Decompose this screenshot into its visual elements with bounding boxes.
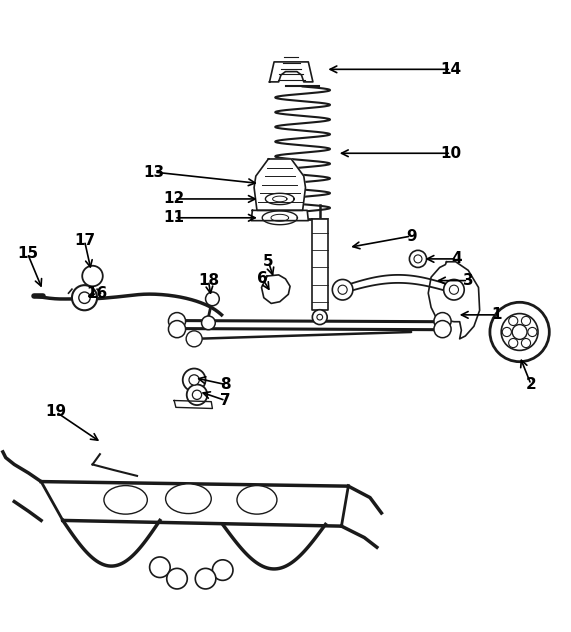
Text: 15: 15 — [17, 246, 38, 260]
Circle shape — [528, 327, 537, 337]
Circle shape — [82, 265, 103, 286]
Circle shape — [195, 568, 216, 589]
Circle shape — [521, 317, 530, 325]
Circle shape — [168, 320, 186, 337]
Polygon shape — [262, 211, 297, 225]
Circle shape — [72, 285, 97, 310]
Circle shape — [521, 339, 530, 348]
Polygon shape — [174, 401, 212, 408]
Text: 2: 2 — [526, 377, 536, 392]
Circle shape — [192, 390, 202, 399]
Polygon shape — [343, 275, 454, 293]
Circle shape — [501, 313, 538, 350]
Circle shape — [312, 310, 327, 325]
Circle shape — [167, 568, 187, 589]
Polygon shape — [266, 193, 294, 205]
Circle shape — [409, 250, 427, 267]
Polygon shape — [254, 159, 305, 210]
Polygon shape — [251, 210, 308, 221]
Text: 1: 1 — [492, 307, 502, 322]
Circle shape — [490, 302, 549, 362]
Text: 11: 11 — [164, 210, 184, 225]
Text: 14: 14 — [441, 62, 461, 77]
Text: 10: 10 — [441, 146, 461, 161]
Ellipse shape — [166, 484, 211, 514]
Circle shape — [186, 331, 202, 347]
Circle shape — [502, 327, 512, 337]
Text: 12: 12 — [163, 191, 185, 207]
Polygon shape — [428, 262, 480, 339]
Text: 7: 7 — [220, 393, 231, 408]
Circle shape — [512, 325, 527, 339]
Text: 16: 16 — [86, 286, 108, 301]
Text: 4: 4 — [452, 252, 462, 267]
Circle shape — [189, 375, 199, 385]
Circle shape — [206, 292, 219, 306]
Text: 5: 5 — [263, 254, 274, 269]
Polygon shape — [270, 62, 313, 82]
Text: 19: 19 — [46, 404, 66, 420]
Circle shape — [168, 313, 186, 330]
Circle shape — [79, 292, 90, 303]
Circle shape — [202, 316, 215, 330]
Text: 9: 9 — [406, 229, 416, 243]
Circle shape — [434, 313, 451, 330]
Circle shape — [212, 560, 233, 580]
Text: 8: 8 — [220, 377, 231, 392]
Circle shape — [187, 384, 207, 405]
Circle shape — [509, 339, 518, 348]
Text: 13: 13 — [144, 164, 164, 179]
Ellipse shape — [237, 485, 277, 514]
Text: 6: 6 — [258, 271, 268, 286]
Text: 3: 3 — [463, 273, 473, 288]
Polygon shape — [312, 219, 328, 310]
Circle shape — [150, 557, 170, 578]
Text: 17: 17 — [74, 233, 95, 248]
Circle shape — [183, 368, 206, 391]
Ellipse shape — [104, 485, 147, 514]
Circle shape — [509, 317, 518, 325]
Text: 18: 18 — [198, 273, 219, 288]
Circle shape — [332, 279, 353, 300]
Circle shape — [434, 320, 451, 337]
Polygon shape — [262, 275, 290, 303]
Circle shape — [444, 279, 464, 300]
